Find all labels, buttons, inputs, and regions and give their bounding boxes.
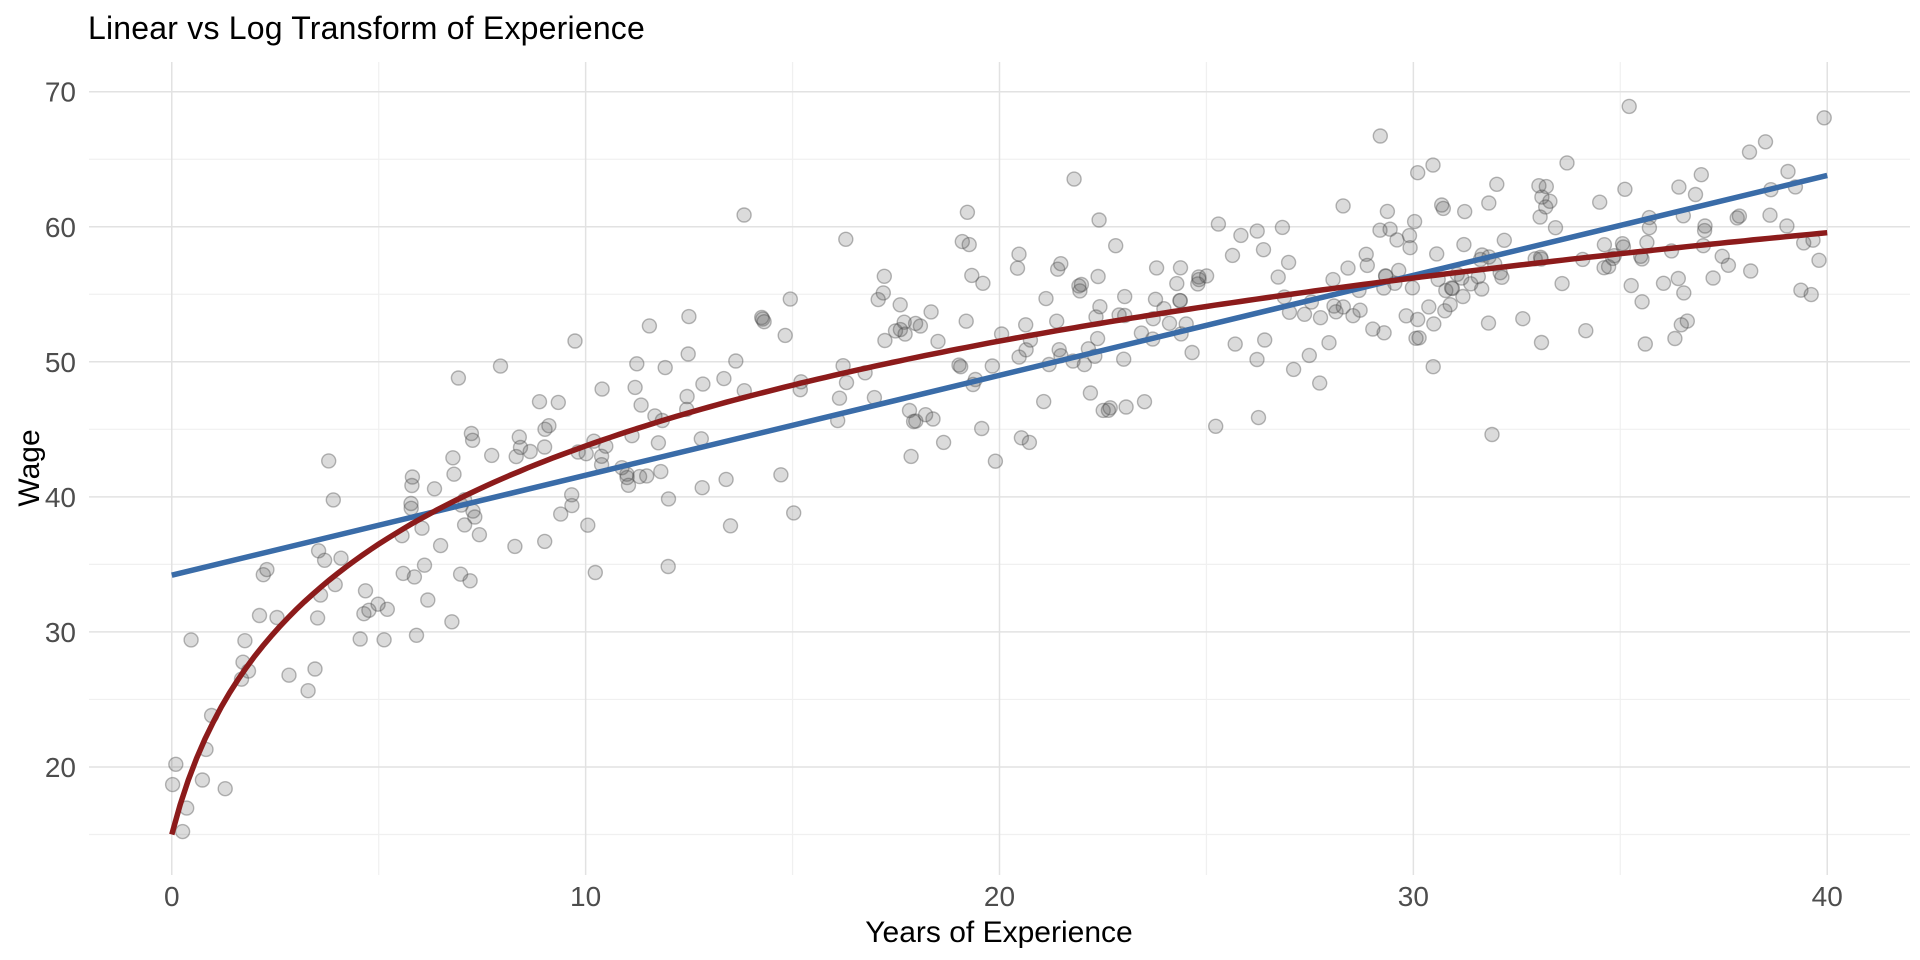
y-tick-label: 40: [45, 482, 76, 513]
linear-fit-line: [171, 172, 1828, 578]
chart-title: Linear vs Log Transform of Experience: [88, 10, 646, 46]
scatter-points: [164, 98, 1832, 840]
y-tick-label: 50: [45, 347, 76, 378]
x-axis-title: Years of Experience: [865, 916, 1133, 949]
y-tick-label: 60: [45, 212, 76, 243]
x-tick-labels: 0 10 20 30 40: [164, 881, 1843, 912]
y-axis-title: Wage: [13, 429, 46, 507]
x-tick-label: 30: [1398, 881, 1429, 912]
gridlines-major: [89, 62, 1910, 875]
x-tick-label: 0: [164, 881, 180, 912]
log-fit-curve: [169, 229, 1828, 836]
y-tick-label: 20: [45, 752, 76, 783]
y-tick-label: 70: [45, 77, 76, 108]
y-tick-label: 30: [45, 617, 76, 648]
x-tick-label: 10: [570, 881, 601, 912]
x-tick-label: 40: [1812, 881, 1843, 912]
x-tick-label: 20: [984, 881, 1015, 912]
y-tick-labels: 20 30 40 50 60 70: [45, 77, 76, 783]
